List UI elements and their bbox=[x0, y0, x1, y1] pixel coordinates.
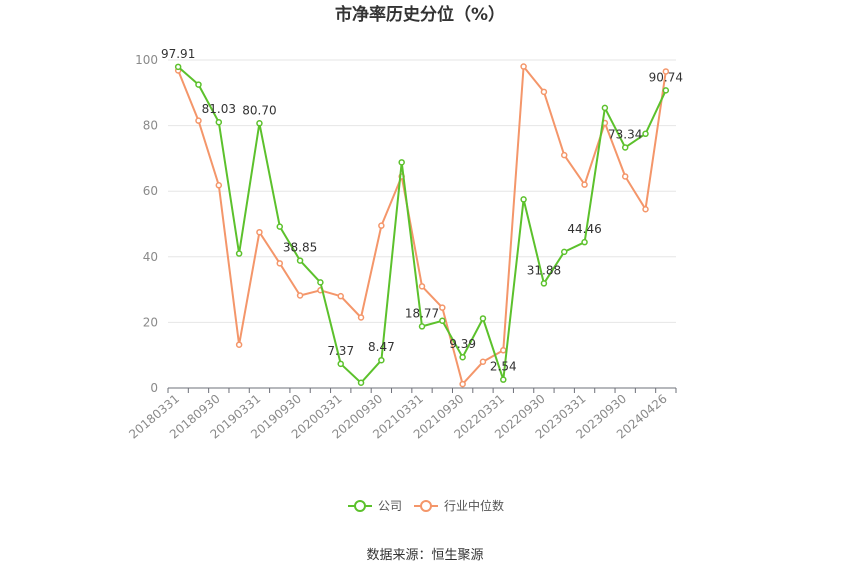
x-axis: 2018033120180930201903312019093020200331… bbox=[126, 387, 677, 442]
data-point bbox=[500, 376, 507, 383]
data-point bbox=[357, 379, 365, 387]
y-tick-label: 0 bbox=[150, 381, 158, 395]
data-point bbox=[418, 323, 426, 330]
data-label: 7.37 bbox=[327, 344, 354, 358]
data-point bbox=[235, 250, 243, 257]
data-label: 73.34 bbox=[608, 127, 642, 141]
legend[interactable]: 公司 行业中位数 bbox=[348, 498, 504, 513]
data-point bbox=[621, 144, 629, 151]
y-tick-label: 80 bbox=[143, 119, 158, 133]
y-tick-label: 100 bbox=[135, 53, 158, 67]
data-point bbox=[195, 81, 202, 88]
legend-swatch-marker bbox=[420, 500, 432, 512]
series-group bbox=[174, 63, 670, 388]
data-point bbox=[439, 317, 446, 325]
data-point bbox=[662, 68, 670, 75]
data-point bbox=[276, 223, 284, 230]
data-label: 18.77 bbox=[405, 306, 439, 320]
data-label: 81.03 bbox=[202, 102, 236, 116]
data-point bbox=[540, 88, 548, 96]
data-label: 8.47 bbox=[368, 340, 395, 354]
data-point bbox=[317, 279, 324, 286]
data-label: 9.39 bbox=[449, 337, 476, 351]
data-point bbox=[256, 228, 263, 236]
data-label: 31.88 bbox=[527, 263, 561, 277]
data-point bbox=[235, 341, 243, 348]
grid-lines bbox=[168, 59, 676, 323]
data-point bbox=[642, 205, 649, 213]
data-point bbox=[479, 358, 487, 366]
data-point bbox=[296, 292, 304, 299]
data-point bbox=[378, 222, 385, 229]
data-point bbox=[439, 304, 446, 311]
data-point bbox=[540, 280, 548, 287]
data-point bbox=[662, 87, 670, 94]
data-point bbox=[560, 248, 568, 256]
data-point bbox=[601, 104, 609, 112]
y-axis: 0 20 40 60 80 100 bbox=[135, 53, 158, 395]
data-point bbox=[500, 347, 507, 354]
data-point bbox=[174, 63, 182, 71]
data-point bbox=[581, 181, 588, 188]
data-point bbox=[520, 196, 527, 203]
y-tick-label: 20 bbox=[143, 315, 158, 329]
data-label: 44.46 bbox=[567, 222, 601, 236]
data-label: 90.74 bbox=[649, 70, 683, 84]
data-point bbox=[276, 260, 284, 267]
data-point bbox=[418, 283, 426, 290]
data-point bbox=[520, 63, 527, 70]
data-label: 80.70 bbox=[242, 103, 276, 117]
data-point bbox=[256, 120, 263, 127]
data-point bbox=[337, 360, 344, 368]
data-point bbox=[215, 182, 223, 189]
data-label: 38.85 bbox=[283, 241, 317, 255]
source-note: 数据来源：恒生聚源 bbox=[366, 548, 483, 563]
data-point bbox=[398, 159, 405, 166]
data-point bbox=[337, 292, 344, 300]
data-labels: 97.91 81.03 80.70 38.85 7.37 8.47 18.77 9.39 2.5… bbox=[161, 47, 683, 374]
data-point bbox=[296, 257, 304, 264]
data-point bbox=[479, 315, 487, 322]
legend-swatch-marker bbox=[354, 500, 366, 512]
data-point bbox=[195, 117, 202, 124]
chart-title: 市净率历史分位（%） bbox=[335, 4, 505, 25]
data-point bbox=[215, 118, 223, 126]
data-label: 97.91 bbox=[161, 47, 195, 61]
data-point bbox=[459, 353, 466, 361]
legend-label: 行业中位数 bbox=[444, 498, 504, 513]
y-tick-label: 40 bbox=[143, 250, 158, 264]
data-label: 2.54 bbox=[490, 360, 517, 374]
data-point bbox=[357, 314, 365, 321]
y-tick-label: 60 bbox=[143, 184, 158, 198]
legend-label: 公司 bbox=[378, 499, 402, 513]
data-point bbox=[459, 380, 466, 388]
data-point bbox=[621, 173, 629, 180]
data-point bbox=[642, 130, 649, 138]
data-point bbox=[378, 356, 385, 364]
data-point bbox=[581, 238, 588, 246]
data-point bbox=[560, 151, 568, 159]
